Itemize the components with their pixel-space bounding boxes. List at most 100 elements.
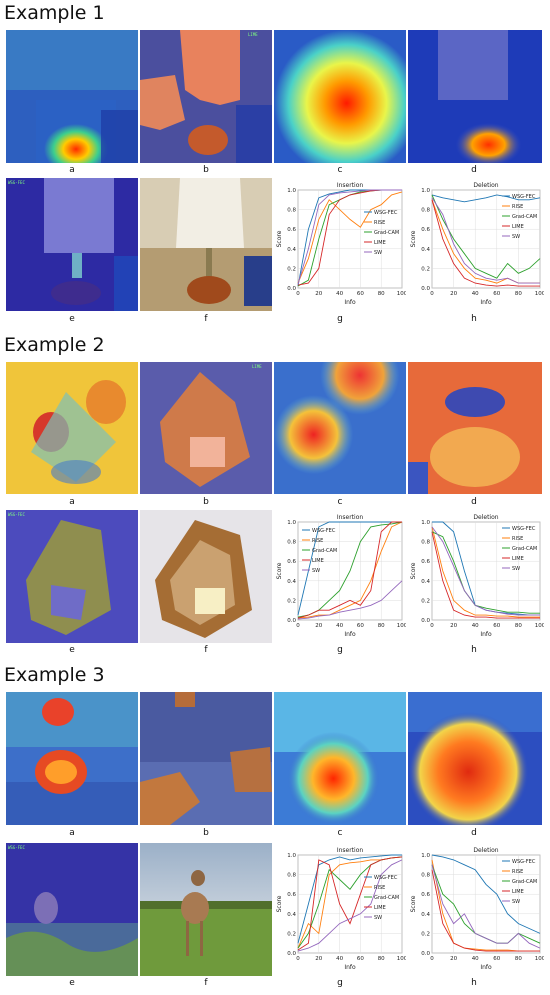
example-1-panel-b-lime: LIME	[140, 30, 272, 163]
example-3-caption-c: c	[337, 828, 343, 838]
x-tick-label: 80	[515, 956, 522, 962]
panel-b-overlay-label: LIME	[252, 364, 262, 369]
example-3-caption-d: d	[471, 828, 477, 838]
x-tick-label: 100	[397, 623, 406, 629]
y-tick-label: 0.8	[421, 208, 430, 214]
example-1-title: Example 1	[4, 2, 105, 24]
x-tick-label: 80	[378, 291, 385, 297]
y-tick-label: 0.0	[287, 286, 296, 292]
y-tick-label: 0.8	[287, 208, 296, 214]
example-1-caption-c: c	[337, 165, 343, 175]
legend-label: RISE	[312, 538, 323, 544]
example-1-panel-c-gradcam	[274, 30, 406, 163]
chart-title: Insertion	[337, 182, 364, 189]
x-tick-label: 100	[535, 956, 544, 962]
chart-title: Deletion	[473, 182, 498, 189]
x-tick-label: 20	[450, 956, 457, 962]
x-tick-label: 60	[493, 291, 500, 297]
example-2-caption-g: g	[337, 645, 343, 655]
x-tick-label: 100	[397, 291, 406, 297]
y-tick-label: 1.0	[287, 188, 296, 194]
y-tick-label: 0.4	[287, 579, 296, 585]
example-3-panel-a-heatmap	[6, 692, 138, 825]
legend-label: WSG-FEC	[512, 194, 536, 200]
legend-label: Grad-CAM	[374, 230, 399, 236]
y-tick-label: 0.0	[287, 618, 296, 624]
legend-label: Grad-CAM	[512, 214, 537, 220]
series-line-grad-cam	[431, 531, 540, 614]
y-tick-label: 1.0	[421, 853, 430, 859]
x-tick-label: 0	[296, 956, 300, 962]
x-tick-label: 20	[450, 291, 457, 297]
example-3-deletion-chart: Deletion 0 20 40 60 80 100 0.0 0.2 0.4 0.6 0.8 1.0 In…	[410, 847, 544, 971]
x-tick-label: 80	[515, 291, 522, 297]
series-line-lime	[297, 521, 402, 619]
example-3-panel-d-rise	[408, 692, 542, 825]
legend-label: LIME	[374, 240, 386, 246]
panel-e-overlay-label: WSG-FEC	[8, 845, 25, 850]
example-3-insertion-chart: Insertion 0 20 40 60 80 100 0.0 0.2 0.4 0.6 0.8 1.0 I…	[276, 847, 406, 971]
example-1-panel-e-wsgfec: WSG-FEC	[6, 178, 138, 311]
example-3-caption-a: a	[69, 828, 75, 838]
legend-label: WSG-FEC	[512, 526, 536, 532]
y-tick-label: 0.2	[287, 931, 296, 937]
y-tick-label: 0.4	[421, 912, 430, 918]
example-1-caption-a: a	[69, 165, 75, 175]
y-tick-label: 0.8	[287, 873, 296, 879]
legend-label: RISE	[374, 220, 385, 226]
y-tick-label: 0.6	[421, 227, 430, 233]
legend-label: Grad-CAM	[512, 546, 537, 552]
example-1-caption-f: f	[204, 314, 208, 324]
example-3-title: Example 3	[4, 664, 105, 686]
series-line-sw	[431, 526, 540, 616]
x-axis-label: Info	[344, 964, 356, 971]
example-2-insertion-chart: Insertion 0 20 40 60 80 100 0.0 0.2 0.4 0.6 0.8 1.0 I…	[276, 514, 406, 638]
series-line-wsg-fec	[297, 854, 402, 944]
example-1-caption-e: e	[69, 314, 75, 324]
series-line-lime	[431, 531, 540, 619]
legend-label: WSG-FEC	[312, 528, 336, 534]
series-line-sw	[297, 859, 403, 952]
y-axis-label: Score	[410, 895, 417, 912]
series-line-rise	[297, 521, 403, 619]
y-tick-label: 0.8	[421, 540, 430, 546]
x-tick-label: 40	[336, 623, 343, 629]
legend-label: RISE	[512, 204, 523, 210]
example-1-deletion-chart: Deletion 0 20 40 60 80 100 0.0 0.2 0.4 0.6 0.8 1.0 In…	[410, 182, 544, 306]
legend-label: SW	[512, 899, 520, 905]
example-2-caption-h: h	[471, 645, 477, 655]
legend-label: Grad-CAM	[374, 895, 399, 901]
legend-label: SW	[374, 915, 382, 921]
y-tick-label: 0.0	[421, 951, 430, 957]
series-line-grad-cam	[431, 194, 541, 279]
y-tick-label: 0.2	[287, 266, 296, 272]
x-axis-label: Info	[480, 299, 492, 306]
y-tick-label: 0.6	[287, 892, 296, 898]
series-line-wsg-fec	[431, 854, 541, 934]
x-tick-label: 0	[296, 291, 300, 297]
panel-b-overlay-label: LIME	[248, 32, 258, 37]
x-tick-label: 80	[515, 623, 522, 629]
example-2-caption-d: d	[471, 497, 477, 507]
series-line-lime	[431, 199, 540, 287]
legend-label: Grad-CAM	[312, 548, 337, 554]
y-tick-label: 0.2	[421, 598, 430, 604]
plot-area	[431, 521, 541, 621]
y-axis-label: Score	[276, 895, 283, 912]
y-tick-label: 0.8	[287, 540, 296, 546]
example-2-caption-e: e	[69, 645, 75, 655]
legend-label: RISE	[374, 885, 385, 891]
y-axis-label: Score	[276, 562, 283, 579]
chart-title: Deletion	[473, 847, 498, 854]
y-tick-label: 1.0	[287, 520, 296, 526]
example-3-caption-h: h	[471, 978, 477, 988]
x-tick-label: 40	[472, 623, 479, 629]
x-tick-label: 40	[472, 291, 479, 297]
series-line-sw	[431, 197, 540, 284]
series-line-sw	[431, 864, 541, 949]
example-2-panel-c-gradcam	[274, 362, 406, 494]
example-2-caption-b: b	[203, 497, 209, 507]
y-tick-label: 1.0	[421, 188, 430, 194]
example-1-insertion-chart: Insertion 0 20 40 60 80 100 0.0 0.2 0.4 0.6 0.8 1.0 I…	[276, 182, 406, 306]
chart-title: Insertion	[337, 514, 364, 521]
